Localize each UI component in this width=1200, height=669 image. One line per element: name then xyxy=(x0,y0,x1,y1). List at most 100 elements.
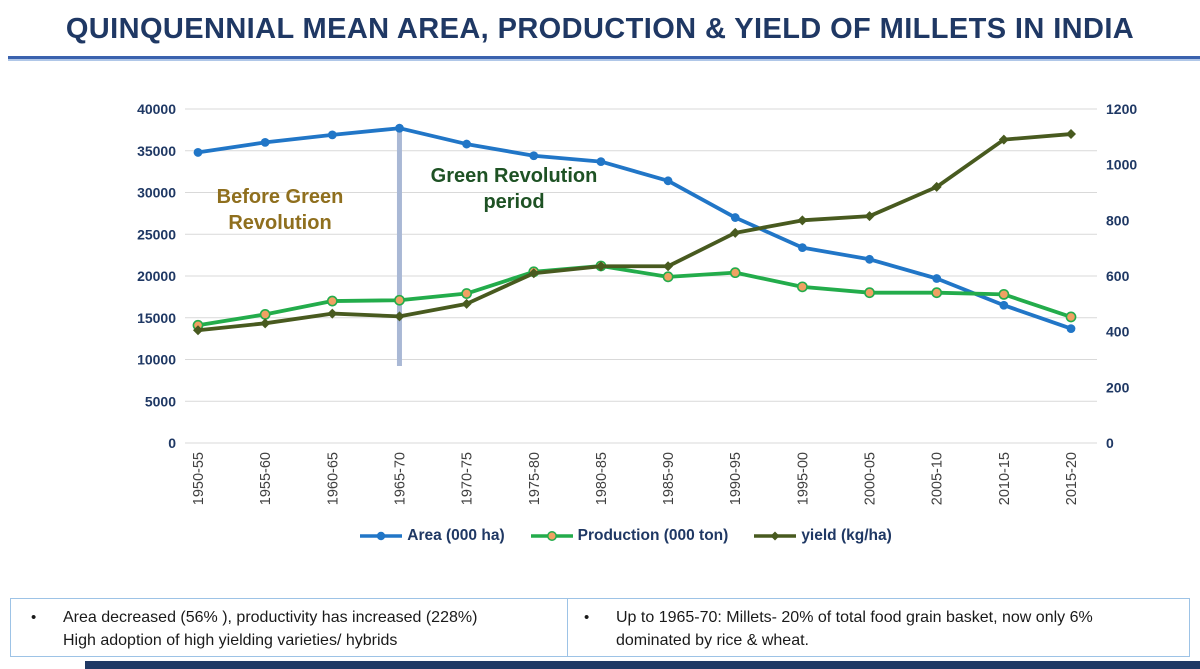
x-axis-tick: 1985-90 xyxy=(661,452,677,505)
production-point xyxy=(864,287,875,299)
y-axis-left-tick: 0 xyxy=(168,435,176,451)
y-axis-right-tick: 400 xyxy=(1106,324,1130,340)
bullet-icon: • xyxy=(584,609,590,626)
yield-legend-point xyxy=(770,531,780,541)
production-point xyxy=(729,267,741,279)
y-axis-left-tick: 15000 xyxy=(137,310,176,326)
x-axis-tick: 1990-95 xyxy=(728,452,744,505)
annotation-green-revolution-period: Green Revolution period xyxy=(431,165,598,213)
x-axis-tick: 1950-55 xyxy=(191,452,207,505)
yield-point xyxy=(193,325,203,336)
x-axis-tick: 1970-75 xyxy=(460,452,476,505)
yield-point xyxy=(864,211,875,222)
yield-point xyxy=(327,308,338,319)
area-line xyxy=(196,126,1073,331)
yield-point xyxy=(461,298,472,309)
y-axis-left-tick: 10000 xyxy=(137,352,176,368)
x-axis-tick: 2010-15 xyxy=(997,452,1013,505)
x-axis-tick: 1965-70 xyxy=(392,452,408,505)
millets-line-chart: 0500010000150002000025000300003500040000… xyxy=(137,101,1137,505)
area-point xyxy=(999,300,1009,310)
y-axis-right-tick: 800 xyxy=(1106,212,1130,228)
yield-point xyxy=(663,261,674,272)
production-point xyxy=(326,295,338,307)
note-left-line-2: High adoption of high yielding varieties… xyxy=(63,632,398,649)
note-right: • Up to 1965-70: Millets- 20% of total f… xyxy=(567,599,1189,656)
production-point xyxy=(998,288,1010,300)
production-legend-point xyxy=(546,531,557,541)
note-right-line-1: Up to 1965-70: Millets- 20% of total foo… xyxy=(616,609,1093,626)
yield-point xyxy=(797,215,808,226)
yield-point xyxy=(931,181,942,192)
legend-item-area: Area (000 ha) xyxy=(358,527,505,545)
y-axis-left-tick: 40000 xyxy=(137,101,176,117)
y-axis-right-tick: 600 xyxy=(1106,268,1130,284)
area-point xyxy=(663,176,673,186)
area-point xyxy=(260,138,270,147)
area-point xyxy=(462,139,472,149)
area-legend-marker-icon xyxy=(360,531,403,541)
yield-point xyxy=(394,311,405,322)
yield-point xyxy=(1066,129,1076,140)
x-axis-tick: 2000-05 xyxy=(863,452,879,505)
legend-item-production: Production (000 ton) xyxy=(529,527,729,545)
legend-label-production: Production (000 ton) xyxy=(577,527,729,544)
y-axis-right-tick: 1000 xyxy=(1106,157,1137,173)
notes-row: • Area decreased (56% ), productivity ha… xyxy=(10,598,1190,657)
x-axis-tick: 1995-00 xyxy=(795,452,811,505)
legend-label-yield: yield (kg/ha) xyxy=(801,527,892,544)
x-axis-tick: 2005-10 xyxy=(930,452,946,505)
note-right-line-2: dominated by rice & wheat. xyxy=(616,632,809,649)
yield-point xyxy=(528,268,539,279)
area-point xyxy=(327,130,337,140)
yield-line xyxy=(196,132,1073,333)
production-point xyxy=(259,309,271,320)
production-point xyxy=(662,271,674,283)
area-point xyxy=(596,157,606,167)
production-point xyxy=(931,287,943,299)
production-point xyxy=(394,294,405,306)
x-axis-tick: 1975-80 xyxy=(527,452,543,505)
footer-bar xyxy=(85,661,1200,669)
production-point xyxy=(461,288,473,299)
y-axis-left-tick: 20000 xyxy=(137,268,176,284)
annotation-before-green-revolution: Before Green Revolution xyxy=(217,186,344,234)
production-line xyxy=(196,264,1073,328)
y-axis-right-tick: 1200 xyxy=(1106,101,1137,117)
note-left-line-1: Area decreased (56% ), productivity has … xyxy=(63,609,478,626)
note-left: • Area decreased (56% ), productivity ha… xyxy=(11,599,567,656)
y-axis-left-tick: 35000 xyxy=(137,143,176,159)
x-axis-tick: 1980-85 xyxy=(594,452,610,505)
production-point xyxy=(1065,311,1077,323)
area-point xyxy=(529,151,539,161)
yield-legend-marker-icon xyxy=(754,531,797,541)
area-point xyxy=(1066,324,1076,334)
y-axis-left-tick: 5000 xyxy=(145,393,176,409)
bullet-icon: • xyxy=(31,609,37,626)
area-legend-point xyxy=(377,531,386,541)
area-point xyxy=(395,123,404,133)
legend-item-yield: yield (kg/ha) xyxy=(752,527,892,545)
y-axis-left-tick: 30000 xyxy=(137,185,176,201)
x-axis-tick: 2015-20 xyxy=(1064,452,1080,505)
y-axis-right-tick: 200 xyxy=(1106,379,1130,395)
title-underline-shadow xyxy=(8,59,1200,61)
area-point xyxy=(865,254,874,264)
yield-point xyxy=(595,261,606,272)
x-axis-tick: 1960-65 xyxy=(325,452,341,505)
chart-legend: Area (000 ha) Production (000 ton) yield (… xyxy=(25,527,1200,545)
x-axis-tick: 1955-60 xyxy=(258,452,274,505)
area-point xyxy=(797,243,807,253)
legend-label-area: Area (000 ha) xyxy=(407,527,505,544)
title-underline xyxy=(8,56,1200,59)
production-legend-marker-icon xyxy=(530,531,573,541)
page-title: QUINQUENNIAL MEAN AREA, PRODUCTION & YIE… xyxy=(65,13,1135,45)
y-axis-left-tick: 25000 xyxy=(137,226,176,242)
yield-point xyxy=(998,134,1009,145)
area-point xyxy=(932,274,942,283)
production-point xyxy=(796,281,808,293)
yield-point xyxy=(730,227,741,238)
yield-point xyxy=(260,318,271,329)
y-axis-right-tick: 0 xyxy=(1106,435,1114,451)
